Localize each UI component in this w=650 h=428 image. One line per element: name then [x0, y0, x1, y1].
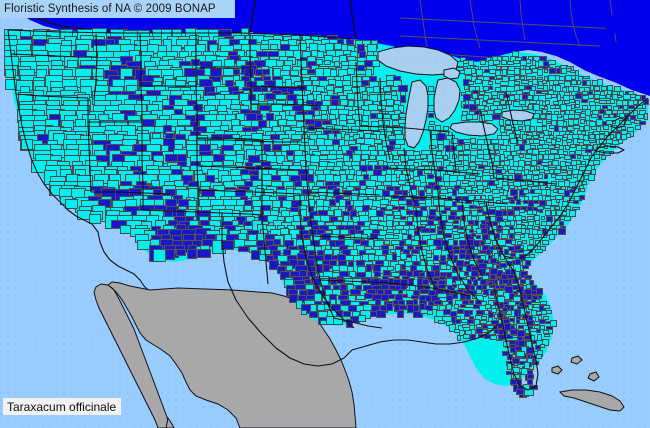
county-polygon	[563, 80, 571, 88]
county-polygon	[519, 76, 526, 81]
county-polygon	[574, 69, 580, 77]
title-text: Floristic Synthesis of NA © 2009 BONAP	[4, 3, 216, 15]
county-polygon	[269, 44, 278, 50]
county-polygon	[536, 69, 544, 76]
county-polygon	[576, 80, 582, 85]
county-polygon	[324, 60, 332, 66]
county-polygon	[361, 79, 370, 86]
county-polygon	[496, 74, 503, 79]
county-polygon	[548, 60, 556, 66]
county-polygon	[259, 43, 269, 50]
county-polygon	[570, 75, 577, 80]
county-polygon	[487, 80, 494, 86]
county-polygon	[513, 80, 521, 86]
county-polygon	[470, 76, 477, 83]
county-polygon	[471, 68, 477, 75]
county-polygon	[512, 59, 520, 65]
county-polygon	[234, 80, 245, 90]
species-name-text: Taraxacum officinale	[7, 399, 117, 414]
county-polygon	[596, 79, 604, 87]
county-polygon	[289, 69, 300, 77]
county-polygon	[468, 80, 474, 86]
county-polygon	[542, 80, 548, 85]
county-polygon	[488, 75, 496, 80]
county-polygon	[501, 68, 507, 76]
species-name-label: Taraxacum officinale	[3, 398, 122, 415]
county-polygon	[489, 68, 496, 74]
county-polygon	[316, 59, 324, 66]
county-polygon	[492, 59, 500, 65]
county-polygon	[582, 75, 591, 80]
title-banner: Floristic Synthesis of NA © 2009 BONAP	[0, 0, 235, 18]
county-polygon	[372, 59, 380, 68]
county-polygon	[464, 67, 472, 76]
county-polygon	[500, 59, 508, 65]
county-polygon	[474, 79, 483, 85]
county-polygon	[476, 68, 483, 77]
county-polygon	[232, 69, 241, 75]
county-polygon	[346, 68, 355, 75]
county-polygon	[514, 75, 520, 80]
county-polygon	[525, 59, 531, 64]
county-polygon	[531, 79, 538, 85]
county-polygon	[543, 69, 549, 74]
county-polygon	[556, 68, 562, 75]
county-polygon	[4, 68, 17, 79]
county-polygon	[346, 39, 355, 45]
county-polygon	[585, 79, 591, 87]
county-polygon	[548, 68, 556, 75]
county-polygon	[480, 60, 487, 66]
county-polygon	[513, 68, 520, 75]
county-polygon	[262, 68, 271, 75]
county-polygon	[537, 76, 544, 81]
